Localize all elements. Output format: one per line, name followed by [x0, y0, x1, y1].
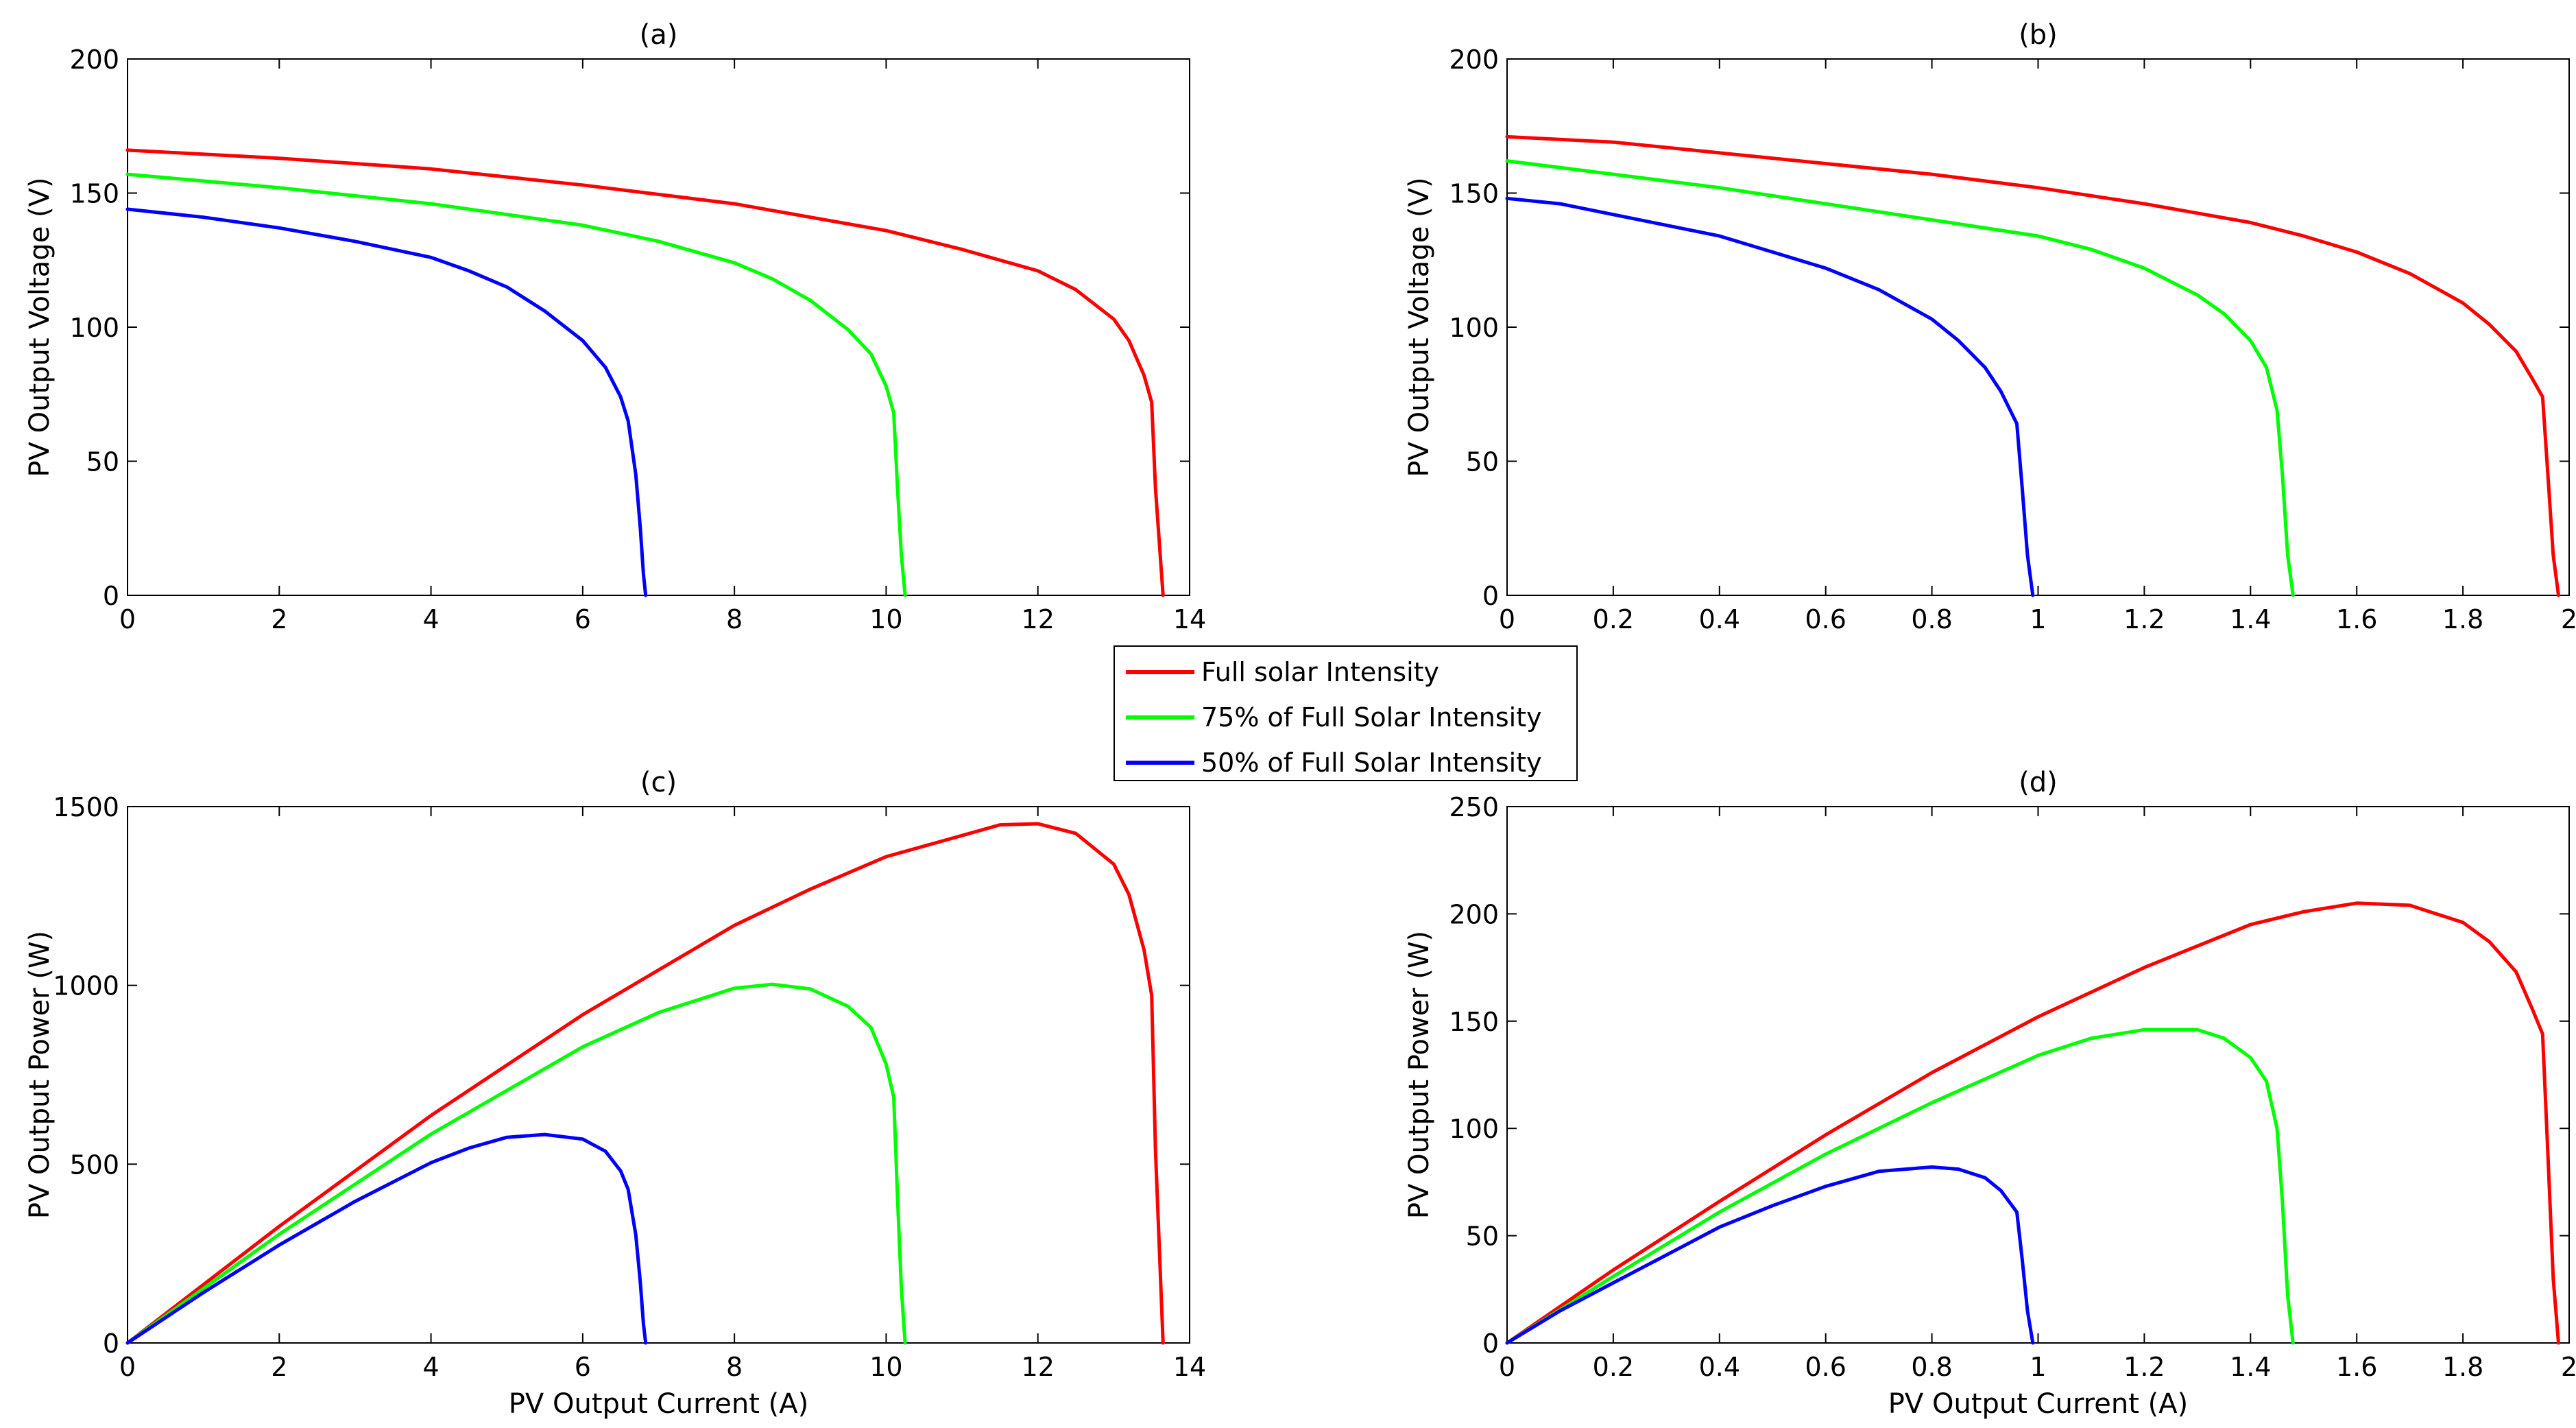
x-tick-label: 1.8 [2442, 1352, 2483, 1382]
x-tick-label: 2 [2561, 1352, 2576, 1382]
x-tick-label: 0.2 [1593, 604, 1634, 634]
x-tick-label: 0.6 [1805, 1352, 1846, 1382]
x-tick-label: 1.6 [2336, 1352, 2377, 1382]
panel-b: 0 0.2 0.4 0.6 0.8 1 1.2 1.4 1.6 1.8 2 0 50 100 150 200 (… [1404, 19, 2576, 634]
y-axis-label-d: PV Output Power (W) [1404, 931, 1435, 1219]
panel-d: 0 0.2 0.4 0.6 0.8 1 1.2 1.4 1.6 1.8 2 0 50 100 150 200 2… [1404, 767, 2576, 1420]
axes-box-d [1506, 806, 2570, 1344]
x-tick-label: 0 [1499, 604, 1515, 634]
y-tick-label: 1000 [53, 971, 119, 1001]
panel-c: 0 2 4 6 8 10 12 14 0 500 1000 1500 (c) PV Output Powe… [24, 767, 1206, 1420]
series-line-full-a [125, 148, 1165, 597]
x-tick-label: 2 [271, 604, 287, 634]
series-line-full-b [1505, 134, 2560, 597]
y-axis-label-a: PV Output Voltage (V) [24, 177, 56, 477]
x-tick-label: 0.8 [1911, 604, 1952, 634]
y-tick-label: 0 [1482, 1329, 1499, 1359]
legend-box [1114, 645, 1578, 781]
panel-a: 0 2 4 6 8 10 12 14 0 50 100 150 200 (a) PV Output Volt… [24, 19, 1206, 634]
x-tick-label: 0.4 [1699, 604, 1740, 634]
panel-title-a: (a) [640, 19, 678, 51]
y-tick-label: 50 [86, 447, 119, 477]
x-tick-label: 0 [119, 1352, 136, 1382]
series-line-75-a [125, 172, 907, 597]
x-tick-label: 0.8 [1911, 1352, 1952, 1382]
y-axis-label-b: PV Output Voltage (V) [1404, 177, 1435, 477]
x-tick-label: 0 [119, 604, 136, 634]
x-tick-label: 1.4 [2230, 1352, 2271, 1382]
y-tick-label: 100 [69, 313, 119, 343]
legend-label-full: Full solar Intensity [1201, 657, 1439, 687]
x-tick-label: 1.2 [2123, 1352, 2165, 1382]
x-tick-label: 4 [422, 604, 439, 634]
series-line-50-c [125, 1132, 648, 1345]
x-tick-label: 0 [1499, 1352, 1515, 1382]
x-tick-label: 4 [422, 1352, 439, 1382]
y-tick-label: 50 [1466, 447, 1499, 477]
series-line-75-b [1505, 159, 2295, 597]
series-line-50-d [1505, 1165, 2035, 1345]
x-tick-label: 6 [575, 1352, 591, 1382]
y-tick-label: 150 [1449, 1007, 1499, 1037]
x-tick-label: 1.2 [2123, 604, 2165, 634]
x-tick-label: 8 [726, 1352, 743, 1382]
x-tick-label: 1.4 [2230, 604, 2271, 634]
x-tick-label: 10 [869, 604, 902, 634]
x-tick-label: 0.4 [1699, 1352, 1740, 1382]
x-tick-label: 1 [2030, 604, 2046, 634]
x-tick-label: 0.6 [1805, 604, 1846, 634]
y-tick-label: 1500 [53, 792, 119, 822]
x-tick-label: 12 [1022, 604, 1055, 634]
y-tick-label: 50 [1466, 1222, 1499, 1252]
panel-title-d: (d) [2019, 767, 2058, 798]
y-tick-label: 0 [103, 581, 119, 611]
x-tick-label: 1.8 [2442, 604, 2483, 634]
x-tick-label: 6 [575, 604, 591, 634]
x-tick-label: 2 [2561, 604, 2576, 634]
y-tick-label: 250 [1449, 792, 1499, 822]
panel-title-b: (b) [2019, 19, 2058, 51]
series-line-50-b [1505, 196, 2035, 597]
legend-label-75: 75% of Full Solar Intensity [1201, 702, 1542, 733]
x-tick-label: 1.6 [2336, 604, 2377, 634]
series-line-full-c [125, 822, 1165, 1345]
axes-box-c [127, 806, 1190, 1344]
legend: Full solar Intensity 75% of Full Solar I… [1114, 645, 1578, 781]
y-tick-label: 200 [1449, 45, 1499, 75]
x-tick-label: 8 [726, 604, 743, 634]
y-tick-label: 200 [1449, 899, 1499, 929]
series-line-50-a [125, 207, 648, 597]
x-axis-label-c: PV Output Current (A) [509, 1388, 808, 1420]
y-tick-label: 100 [1449, 313, 1499, 343]
y-tick-label: 0 [1482, 581, 1499, 611]
x-tick-label: 14 [1173, 1352, 1206, 1382]
y-tick-label: 0 [103, 1329, 119, 1359]
y-tick-label: 500 [69, 1150, 119, 1180]
y-tick-label: 200 [69, 45, 119, 75]
y-tick-label: 100 [1449, 1114, 1499, 1144]
series-line-full-d [1505, 901, 2560, 1345]
series-line-75-d [1505, 1027, 2295, 1345]
x-axis-label-d: PV Output Current (A) [1888, 1388, 2188, 1420]
x-tick-label: 0.2 [1593, 1352, 1634, 1382]
panel-title-c: (c) [640, 767, 677, 798]
x-tick-label: 2 [271, 1352, 287, 1382]
axes-box-b [1506, 58, 2570, 596]
x-tick-label: 12 [1022, 1352, 1055, 1382]
legend-label-50: 50% of Full Solar Intensity [1201, 748, 1542, 778]
series-line-75-c [125, 982, 907, 1345]
y-tick-label: 150 [1449, 179, 1499, 209]
y-tick-label: 150 [69, 179, 119, 209]
y-axis-label-c: PV Output Power (W) [24, 931, 56, 1219]
x-tick-label: 1 [2030, 1352, 2046, 1382]
axes-box-a [127, 58, 1190, 596]
x-tick-label: 10 [869, 1352, 902, 1382]
x-tick-label: 14 [1173, 604, 1206, 634]
